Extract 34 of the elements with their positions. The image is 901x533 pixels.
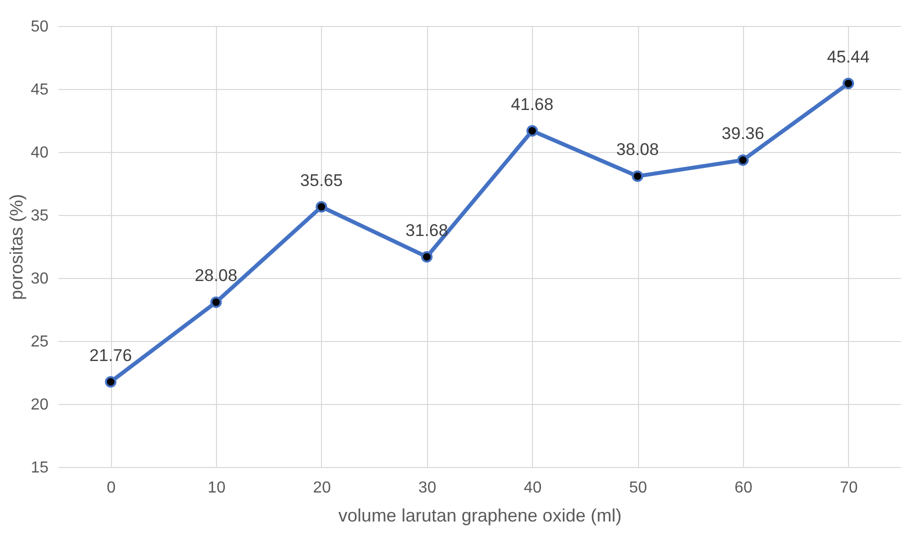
data-label: 41.68 — [510, 94, 554, 114]
x-tick-label: 30 — [418, 480, 436, 496]
x-tick-label: 70 — [840, 480, 858, 496]
x-tick-label: 10 — [208, 480, 226, 496]
data-label: 31.68 — [406, 220, 448, 240]
point — [316, 201, 328, 213]
y-tick-label: 20 — [30, 396, 49, 414]
point — [104, 376, 116, 388]
y-tick-label: 30 — [30, 270, 49, 288]
point — [210, 296, 222, 308]
data-label: 21.76 — [89, 346, 132, 365]
x-tick-label: 50 — [629, 480, 648, 496]
y-tick-label: 50 — [30, 18, 49, 36]
y-tick-label: 25 — [30, 334, 49, 350]
data-label: 28.08 — [194, 266, 238, 286]
y-axis-title: porositas (%) — [6, 194, 27, 300]
data-label: 39.36 — [722, 124, 764, 144]
point — [421, 251, 433, 263]
data-label: 45.44 — [827, 47, 870, 66]
x-tick-label: 60 — [734, 480, 752, 496]
y-tick-label: 40 — [30, 144, 49, 162]
point — [737, 154, 749, 166]
y-tick-label: 15 — [30, 460, 49, 476]
x-tick-label: 20 — [313, 480, 331, 496]
point — [526, 125, 538, 137]
y-tick-label: 45 — [30, 82, 49, 98]
y-tick-label: 35 — [30, 208, 49, 224]
point — [632, 170, 644, 182]
data-label: 35.65 — [300, 170, 343, 190]
x-tick-label: 40 — [524, 480, 542, 496]
x-axis-title: volume larutan graphene oxide (ml) — [338, 506, 622, 526]
data-label: 38.08 — [616, 140, 659, 160]
x-tick-label: 0 — [106, 480, 116, 496]
point — [842, 78, 854, 90]
